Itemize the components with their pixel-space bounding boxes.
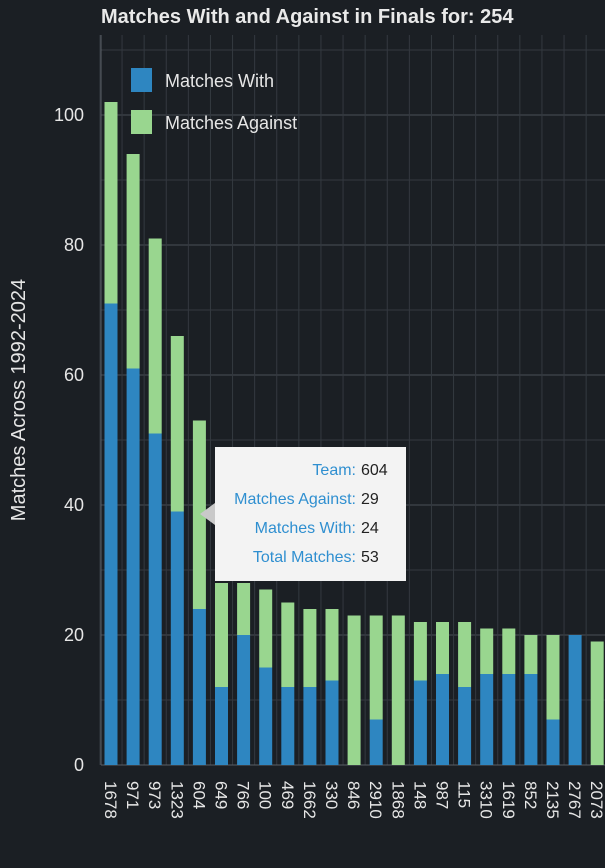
tooltip-row: Team: 604 [223, 456, 396, 485]
grid-lines [99, 35, 605, 766]
bar-matches-with[interactable] [546, 719, 560, 766]
x-tick-label: 604 [189, 781, 208, 809]
x-tick-label: 846 [344, 781, 363, 809]
y-tick-label: 40 [64, 495, 84, 515]
bar-matches-with[interactable] [524, 674, 538, 765]
bar-matches-against[interactable] [436, 622, 449, 674]
x-tick-label: 971 [123, 781, 142, 809]
bar-matches-with[interactable] [170, 511, 184, 766]
y-axis-label: Matches Across 1992-2024 [8, 279, 30, 521]
chart-title: Matches With and Against in Finals for: … [101, 6, 514, 28]
bar-matches-with[interactable] [369, 719, 383, 766]
bar-matches-with[interactable] [192, 609, 206, 765]
bar-matches-with[interactable] [480, 674, 494, 765]
x-tick-label: 766 [234, 781, 253, 809]
x-tick-label: 649 [212, 781, 231, 809]
tooltip-row: Matches Against: 29 [223, 485, 396, 514]
bar-matches-with[interactable] [458, 687, 472, 765]
bar-matches-against[interactable] [502, 628, 516, 675]
bar-matches-against[interactable] [259, 589, 273, 668]
tooltip-arrow [200, 503, 215, 525]
tooltip-value-team: 604 [361, 461, 388, 479]
tooltip-value-with: 24 [361, 519, 379, 537]
tooltip-key-total: Total Matches: [252, 548, 356, 566]
legend: Matches With Matches Against [131, 68, 297, 134]
x-tick-label: 852 [521, 781, 540, 809]
tooltip-value-total: 53 [361, 548, 379, 566]
bar-matches-against[interactable] [325, 609, 339, 681]
bar-matches-against[interactable] [237, 583, 251, 635]
y-tick-label: 0 [74, 755, 84, 775]
x-tick-label: 2910 [366, 781, 385, 819]
bar-matches-with[interactable] [281, 687, 295, 765]
bar-matches-against[interactable] [458, 622, 472, 687]
x-tick-label: 148 [410, 781, 429, 809]
bar-matches-with[interactable] [126, 368, 140, 766]
bar-matches-against[interactable] [170, 336, 184, 512]
bar-matches-against[interactable] [281, 602, 295, 688]
y-axis-ticks: 0 20 40 60 80 100 [54, 105, 84, 775]
x-tick-label: 1868 [388, 781, 407, 819]
x-tick-label: 1662 [300, 781, 319, 819]
bar-matches-against[interactable] [303, 609, 317, 687]
bar-matches-with[interactable] [325, 680, 339, 766]
x-tick-label: 100 [256, 781, 275, 809]
bar-matches-with[interactable] [436, 674, 449, 765]
bar-matches-with[interactable] [104, 303, 118, 766]
legend-label-matches-with[interactable]: Matches With [165, 71, 274, 91]
bar-matches-against[interactable] [104, 102, 118, 304]
x-tick-label: 3310 [477, 781, 496, 819]
tooltip-key-with: Matches With: [254, 519, 356, 537]
x-tick-label: 2073 [587, 781, 605, 819]
x-tick-label: 115 [455, 781, 474, 808]
tooltip-key-against: Matches Against: [234, 490, 356, 508]
x-tick-label: 987 [433, 781, 452, 809]
bar-matches-against[interactable] [546, 635, 560, 720]
bar-matches-with[interactable] [568, 635, 582, 765]
tooltip-key-team: Team: [312, 461, 356, 479]
x-tick-label: 1619 [499, 781, 518, 819]
bar-matches-against[interactable] [148, 238, 162, 434]
bar-matches-with[interactable] [502, 674, 516, 765]
x-tick-label: 1678 [101, 781, 120, 819]
bar-matches-against[interactable] [413, 622, 427, 681]
x-tick-label: 2767 [565, 781, 584, 819]
legend-swatch-matches-against[interactable] [131, 110, 152, 134]
tooltip-row: Matches With: 24 [223, 514, 396, 543]
bar-matches-against[interactable] [480, 628, 494, 675]
x-tick-label: 469 [278, 781, 297, 809]
tooltip: Team: 604 Matches Against: 29 Matches Wi… [215, 447, 406, 581]
bar-matches-with[interactable] [413, 680, 427, 766]
bar-matches-with[interactable] [215, 687, 228, 765]
bar-matches-against[interactable] [215, 583, 228, 687]
x-tick-label: 2135 [543, 781, 562, 819]
y-tick-label: 80 [64, 235, 84, 255]
bar-matches-against[interactable] [192, 420, 206, 610]
y-tick-label: 100 [54, 105, 84, 125]
legend-swatch-matches-with[interactable] [131, 68, 152, 92]
legend-label-matches-against[interactable]: Matches Against [165, 113, 297, 133]
x-tick-label: 973 [145, 781, 164, 809]
bar-matches-against[interactable] [590, 641, 604, 766]
y-tick-label: 20 [64, 625, 84, 645]
x-tick-label: 330 [322, 781, 341, 809]
bar-matches-against[interactable] [126, 154, 140, 369]
bar-matches-against[interactable] [391, 615, 405, 766]
x-axis-ticks: 1678 971 973 1323 604 649 766 100 469 1662 330 846 2… [101, 781, 605, 819]
bar-matches-against[interactable] [347, 615, 361, 766]
x-tick-label: 1323 [167, 781, 186, 819]
bar-matches-against[interactable] [524, 635, 538, 674]
bar-matches-with[interactable] [303, 687, 317, 765]
y-tick-label: 60 [64, 365, 84, 385]
bar-matches-with[interactable] [259, 667, 273, 766]
bar-matches-with[interactable] [148, 433, 162, 766]
tooltip-value-against: 29 [361, 490, 379, 508]
bar-matches-with[interactable] [237, 635, 251, 765]
bars-group [104, 102, 604, 766]
tooltip-row: Total Matches: 53 [223, 543, 396, 572]
bar-matches-against[interactable] [369, 615, 383, 720]
